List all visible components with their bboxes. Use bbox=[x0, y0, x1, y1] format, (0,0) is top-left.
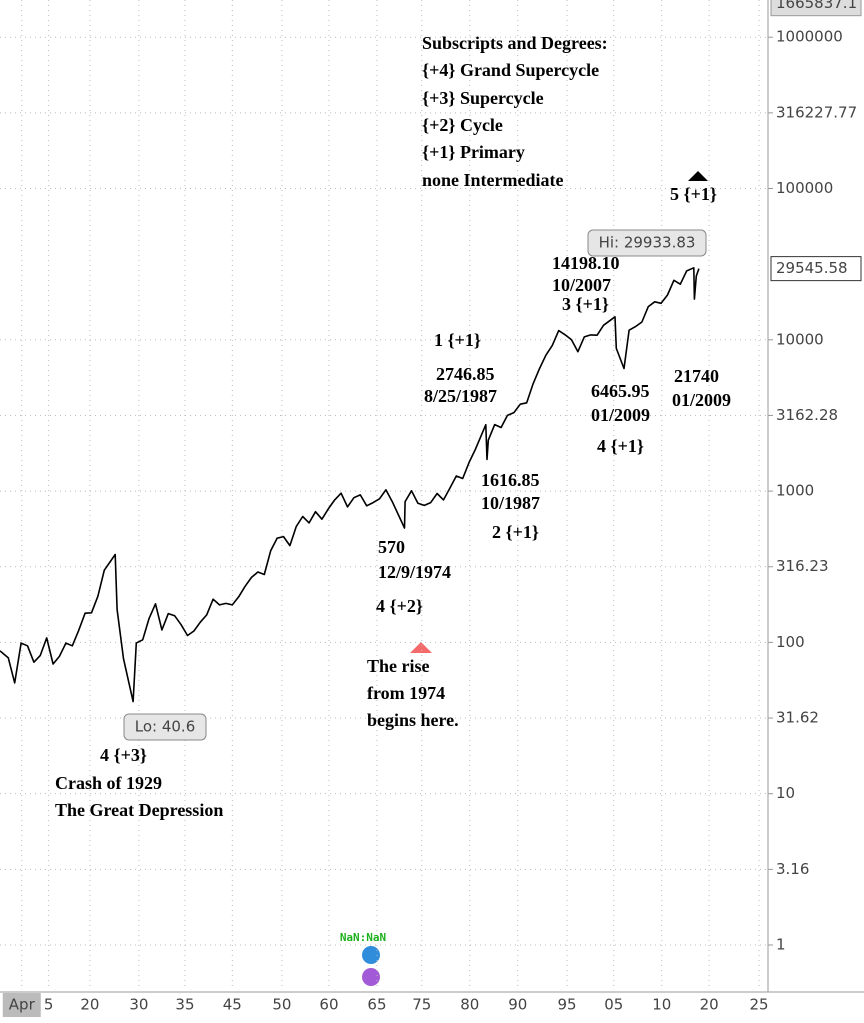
x-tick-label: 75 bbox=[412, 996, 431, 1014]
y-tick-label: 10 bbox=[776, 784, 795, 802]
x-tick-label: 20 bbox=[700, 996, 719, 1014]
y-tick-label: 100 bbox=[776, 633, 805, 651]
annotation: 10/1987 bbox=[481, 493, 540, 513]
annotation: 570 bbox=[378, 537, 405, 557]
x-tick-label: 50 bbox=[272, 996, 291, 1014]
icon bbox=[362, 946, 380, 964]
y-tick-label: 31.62 bbox=[776, 709, 819, 727]
annotation: from 1974 bbox=[367, 683, 445, 703]
value-box bbox=[770, 0, 862, 17]
annotation: {+3} Supercycle bbox=[422, 88, 544, 108]
annotation: The Great Depression bbox=[55, 800, 223, 820]
y-tick-label: 100000 bbox=[776, 179, 833, 197]
x-tick-label: 45 bbox=[223, 996, 242, 1014]
value-label: 1665837.1 bbox=[776, 0, 857, 12]
annotation: Subscripts and Degrees: bbox=[422, 33, 608, 53]
label-box bbox=[2, 993, 41, 1017]
annotation: 1616.85 bbox=[481, 470, 540, 490]
annotation: 4 {+3} bbox=[100, 745, 147, 765]
y-tick-label: 1000000 bbox=[776, 28, 843, 46]
annotation: 12/9/1974 bbox=[378, 562, 451, 582]
x-tick-label: 5 bbox=[44, 996, 54, 1014]
y-tick-label: 10000 bbox=[776, 330, 824, 348]
annotation: 01/2009 bbox=[591, 405, 650, 425]
y-tick-label: 1000 bbox=[776, 482, 814, 500]
annotation: 6465.95 bbox=[591, 381, 650, 401]
value-label: 29545.58 bbox=[776, 259, 848, 277]
value-box bbox=[770, 256, 862, 282]
x-tick-label: 60 bbox=[319, 996, 338, 1014]
x-tick-label: 90 bbox=[508, 996, 527, 1014]
annotation: 8/25/1987 bbox=[424, 386, 497, 406]
annotation: 10/2007 bbox=[552, 275, 611, 295]
annotation: begins here. bbox=[367, 710, 459, 730]
annotation: none Intermediate bbox=[422, 170, 563, 190]
x-tick-label: 20 bbox=[80, 996, 99, 1014]
annotation: 3 {+1} bbox=[562, 294, 609, 314]
annotation: 4 {+1} bbox=[597, 436, 644, 456]
annotation: 4 {+2} bbox=[376, 596, 423, 616]
x-tick-label: 05 bbox=[604, 996, 623, 1014]
x-tick-label: Apr bbox=[9, 996, 36, 1014]
annotation: 2746.85 bbox=[436, 364, 495, 384]
y-tick-label: 3162.28 bbox=[776, 406, 838, 424]
up-marker bbox=[410, 642, 432, 653]
annotation: 1 {+1} bbox=[434, 330, 481, 350]
price-line bbox=[0, 267, 700, 703]
y-tick-label: 316.23 bbox=[776, 557, 829, 575]
x-tick-label: 65 bbox=[367, 996, 386, 1014]
y-tick-label: 3.16 bbox=[776, 860, 809, 878]
x-tick-label: 30 bbox=[129, 996, 148, 1014]
time-label: NaN:NaN bbox=[340, 931, 386, 944]
x-tick-label: 10 bbox=[652, 996, 671, 1014]
annotation: 5 {+1} bbox=[670, 184, 717, 204]
callout-box bbox=[587, 229, 707, 257]
annotation: 14198.10 bbox=[552, 253, 620, 273]
annotation: Crash of 1929 bbox=[55, 773, 162, 793]
x-tick-label: 35 bbox=[175, 996, 194, 1014]
annotation: {+4} Grand Supercycle bbox=[422, 60, 599, 80]
annotation: The rise bbox=[367, 656, 430, 676]
callout-label: Hi: 29933.83 bbox=[599, 234, 696, 252]
y-tick-label: 1 bbox=[776, 935, 786, 953]
annotation: 2 {+1} bbox=[492, 522, 539, 542]
callout-label: Lo: 40.6 bbox=[135, 718, 196, 736]
icon bbox=[362, 968, 380, 986]
annotation: {+1} Primary bbox=[422, 142, 525, 162]
x-tick-label: 80 bbox=[460, 996, 479, 1014]
callout-box bbox=[123, 713, 207, 741]
x-tick-label: 25 bbox=[749, 996, 768, 1014]
up-marker bbox=[688, 171, 708, 181]
annotation: 01/2009 bbox=[672, 390, 731, 410]
y-tick-label: 316227.77 bbox=[776, 103, 857, 121]
x-tick-label: 95 bbox=[557, 996, 576, 1014]
annotation: {+2} Cycle bbox=[422, 115, 503, 135]
annotation: 21740 bbox=[674, 366, 719, 386]
